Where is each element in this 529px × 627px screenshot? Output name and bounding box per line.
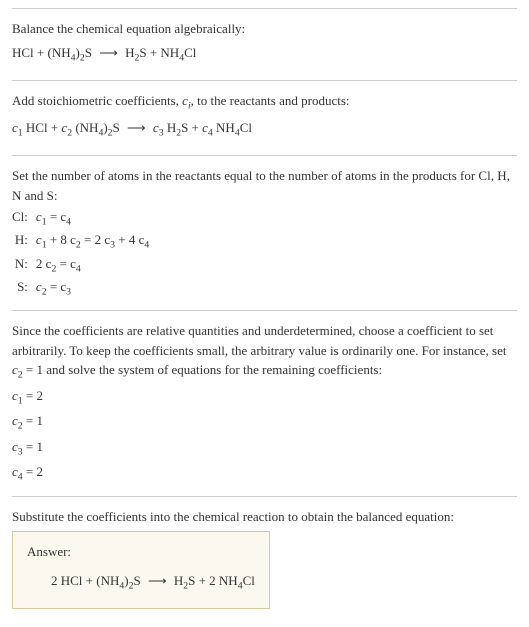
text: Since the coefficients are relative quan… — [12, 323, 507, 358]
table-row: S: c2 = c3 — [12, 277, 149, 300]
eq-text: S + NH — [139, 45, 179, 60]
section-coefficients: Add stoichiometric coefficients, ci, to … — [12, 80, 517, 155]
balanced-equation: 2 HCl + (NH4)2S ⟶ H2S + 2 NH4Cl — [27, 567, 255, 598]
eq-text: S + 2 NH — [188, 573, 238, 588]
problem-intro: Balance the chemical equation algebraica… — [12, 19, 517, 39]
solve-intro: Since the coefficients are relative quan… — [12, 321, 517, 383]
arrow-icon: ⟶ — [144, 571, 171, 591]
coef-line: c4 = 2 — [12, 461, 517, 486]
element-label: N: — [12, 254, 36, 277]
eq-text: HCl + (NH — [12, 45, 71, 60]
eq-text: 2 HCl + (NH — [51, 573, 119, 588]
text: , to the reactants and products: — [191, 93, 350, 108]
balance-intro: Set the number of atoms in the reactants… — [12, 166, 517, 205]
balance-eq: c1 + 8 c2 = 2 c3 + 4 c4 — [36, 230, 149, 253]
element-label: Cl: — [12, 207, 36, 230]
coef-intro: Add stoichiometric coefficients, ci, to … — [12, 91, 517, 114]
eq-text: H — [174, 573, 183, 588]
eq-text: Cl — [240, 120, 252, 135]
coef-line: c1 = 2 — [12, 385, 517, 410]
balance-eq: 2 c2 = c4 — [36, 254, 149, 277]
section-answer: Substitute the coefficients into the che… — [12, 496, 517, 619]
eq-text: Cl — [184, 45, 196, 60]
section-solve: Since the coefficients are relative quan… — [12, 310, 517, 496]
balance-table: Cl: c1 = c4 H: c1 + 8 c2 = 2 c3 + 4 c4 N… — [12, 207, 149, 300]
element-label: S: — [12, 277, 36, 300]
section-problem: Balance the chemical equation algebraica… — [12, 8, 517, 80]
eq-text: Cl — [243, 573, 255, 588]
arrow-icon: ⟶ — [95, 43, 122, 63]
coef-line: c3 = 1 — [12, 436, 517, 461]
table-row: N: 2 c2 = c4 — [12, 254, 149, 277]
eq-text: H — [164, 120, 177, 135]
section-atom-balance: Set the number of atoms in the reactants… — [12, 155, 517, 310]
eq-text: S — [133, 573, 140, 588]
arrow-icon: ⟶ — [123, 118, 150, 138]
text: Add stoichiometric coefficients, — [12, 93, 182, 108]
unbalanced-equation: HCl + (NH4)2S ⟶ H2S + NH4Cl — [12, 39, 517, 70]
eq-text: HCl + — [23, 120, 62, 135]
element-label: H: — [12, 230, 36, 253]
eq-text: S — [85, 45, 92, 60]
balance-eq: c2 = c3 — [36, 277, 149, 300]
coef-line: c2 = 1 — [12, 410, 517, 435]
table-row: H: c1 + 8 c2 = 2 c3 + 4 c4 — [12, 230, 149, 253]
eq-text: S — [113, 120, 120, 135]
coef-solutions: c1 = 2 c2 = 1 c3 = 1 c4 = 2 — [12, 385, 517, 486]
eq-text: S + — [181, 120, 202, 135]
answer-label: Answer: — [27, 542, 255, 568]
eq-text: (NH — [72, 120, 98, 135]
text: = 1 and solve the system of equations fo… — [23, 362, 382, 377]
balance-eq: c1 = c4 — [36, 207, 149, 230]
answer-intro: Substitute the coefficients into the che… — [12, 507, 517, 527]
stoich-equation: c1 HCl + c2 (NH4)2S ⟶ c3 H2S + c4 NH4Cl — [12, 114, 517, 145]
answer-box: Answer: 2 HCl + (NH4)2S ⟶ H2S + 2 NH4Cl — [12, 531, 270, 610]
eq-text: NH — [213, 120, 235, 135]
table-row: Cl: c1 = c4 — [12, 207, 149, 230]
